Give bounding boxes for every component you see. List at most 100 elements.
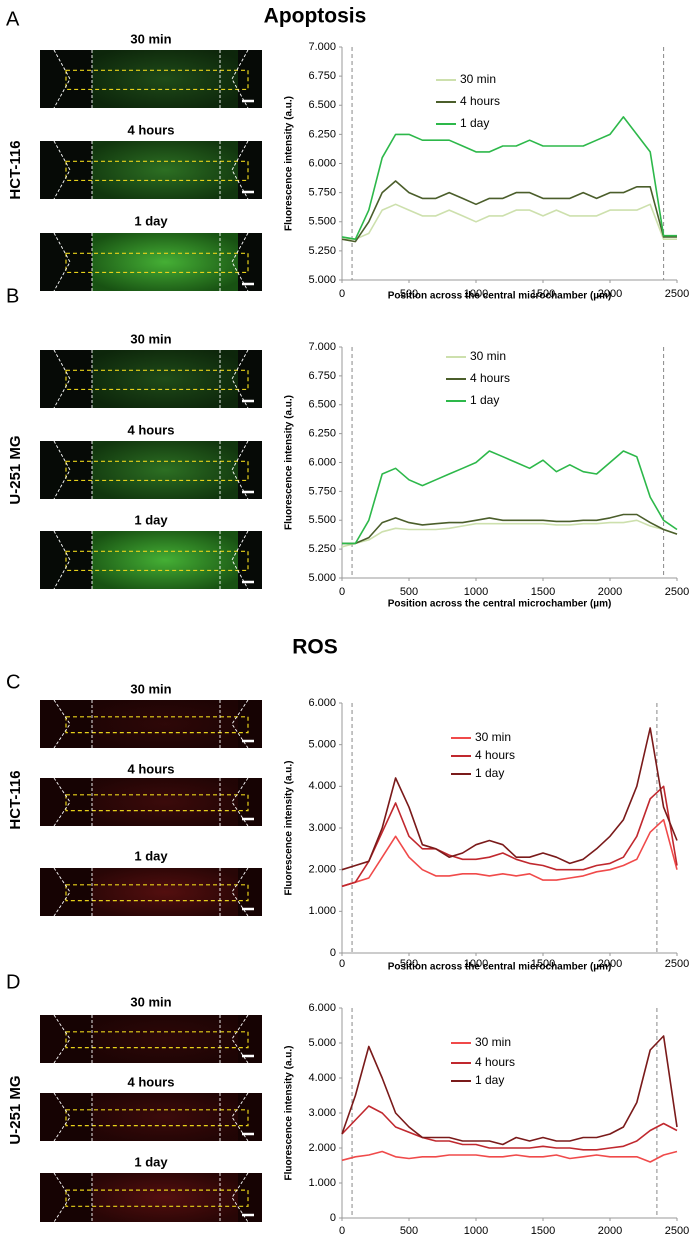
x-tick-label: 500	[400, 958, 418, 970]
channel-outline	[219, 699, 249, 749]
series-line	[341, 1150, 678, 1163]
y-tick-label: 2.000	[308, 864, 336, 876]
legend-label: 1 day	[475, 1073, 504, 1087]
x-tick-label: 2500	[665, 958, 689, 970]
y-tick-label: 2.000	[308, 1142, 336, 1154]
roi-box	[65, 1189, 249, 1207]
channel-outline	[219, 777, 249, 827]
channel-outline	[53, 777, 93, 827]
y-tick-label: 3.000	[308, 822, 336, 834]
x-tick-label: 0	[339, 288, 345, 300]
x-tick-label: 2000	[598, 288, 622, 300]
channel-outline	[219, 140, 249, 200]
y-tick-label: 0	[330, 947, 336, 959]
y-tick-label: 6.500	[308, 399, 336, 411]
legend-label: 30 min	[475, 730, 511, 744]
micrograph-signal	[92, 141, 238, 199]
y-tick-label: 7.000	[308, 41, 336, 53]
channel-outline	[53, 440, 93, 500]
y-tick-label: 0	[330, 1212, 336, 1224]
x-tick-label: 1000	[464, 1225, 488, 1237]
channel-outline	[53, 49, 93, 109]
y-tick-label: 6.000	[308, 1002, 336, 1014]
y-tick-label: 6.250	[308, 428, 336, 440]
channel-outline	[53, 530, 93, 590]
y-tick-label: 4.000	[308, 780, 336, 792]
roi-box	[65, 69, 249, 91]
micrograph-signal	[92, 1093, 238, 1141]
x-tick-label: 1500	[531, 1225, 555, 1237]
y-tick-label: 5.750	[308, 485, 336, 497]
y-tick-label: 6.750	[308, 370, 336, 382]
channel-outline	[53, 867, 93, 917]
x-tick-label: 1000	[464, 586, 488, 598]
y-tick-label: 4.000	[308, 1072, 336, 1084]
channel-outline	[219, 49, 249, 109]
series-line	[341, 818, 678, 888]
y-tick-label: 5.500	[308, 216, 336, 228]
y-tick-label: 7.000	[308, 341, 336, 353]
y-tick-label: 6.500	[308, 99, 336, 111]
channel-outline	[219, 232, 249, 292]
image-label: 30 min	[130, 31, 171, 46]
image-label: 1 day	[134, 512, 168, 527]
series-line	[341, 1105, 678, 1151]
channel-outline	[53, 1172, 93, 1223]
legend-label: 1 day	[475, 766, 504, 780]
row-label: HCT-116	[7, 140, 24, 199]
channel-outline	[219, 349, 249, 409]
channel-outline	[219, 867, 249, 917]
y-tick-label: 5.250	[308, 245, 336, 257]
x-tick-label: 2000	[598, 958, 622, 970]
x-tick-label: 500	[400, 586, 418, 598]
y-axis-title: Fluorescence intensity (a.u.)	[284, 1045, 295, 1180]
roi-box	[65, 1109, 249, 1127]
series-line	[341, 1035, 678, 1146]
channel-outline	[219, 440, 249, 500]
roi-box	[65, 460, 249, 482]
micrograph-signal	[92, 233, 238, 291]
roi-box	[65, 884, 249, 902]
roi-box	[65, 550, 249, 572]
row-label: U-251 MG	[7, 1075, 24, 1144]
series-line	[341, 116, 677, 240]
roi-box	[65, 369, 249, 391]
section-title: ROS	[292, 636, 338, 659]
image-label: 30 min	[130, 994, 171, 1009]
image-label: 30 min	[130, 331, 171, 346]
legend-label: 1 day	[470, 393, 499, 407]
panel-label: B	[6, 285, 19, 307]
micrograph-signal	[92, 441, 238, 499]
image-label: 4 hours	[128, 1074, 175, 1089]
y-axis-title: Fluorescence intensity (a.u.)	[284, 395, 295, 530]
y-tick-label: 1.000	[308, 1177, 336, 1189]
channel-outline	[53, 232, 93, 292]
y-tick-label: 3.000	[308, 1107, 336, 1119]
y-tick-label: 6.000	[308, 456, 336, 468]
image-label: 4 hours	[128, 761, 175, 776]
y-tick-label: 5.250	[308, 543, 336, 555]
micrograph-signal	[92, 868, 238, 916]
channel-outline	[219, 530, 249, 590]
legend-label: 30 min	[475, 1035, 511, 1049]
panel-label: C	[6, 671, 20, 693]
channel-outline	[53, 1014, 93, 1064]
y-axis-title: Fluorescence intensity (a.u.)	[284, 96, 295, 231]
image-label: 4 hours	[128, 422, 175, 437]
legend-label: 4 hours	[475, 748, 515, 762]
image-label: 4 hours	[128, 122, 175, 137]
series-line	[342, 450, 678, 545]
micrograph-signal	[92, 350, 238, 408]
x-tick-label: 1500	[531, 288, 555, 300]
y-tick-label: 6.250	[308, 128, 336, 140]
panel-label: A	[6, 8, 20, 30]
x-tick-label: 2500	[665, 1225, 689, 1237]
legend-label: 4 hours	[470, 371, 510, 385]
y-tick-label: 6.750	[308, 70, 336, 82]
section-title: Apoptosis	[264, 5, 367, 28]
x-tick-label: 1500	[531, 958, 555, 970]
x-tick-label: 2500	[665, 586, 689, 598]
series-line	[341, 727, 678, 871]
x-tick-label: 0	[339, 958, 345, 970]
x-tick-label: 1000	[464, 288, 488, 300]
